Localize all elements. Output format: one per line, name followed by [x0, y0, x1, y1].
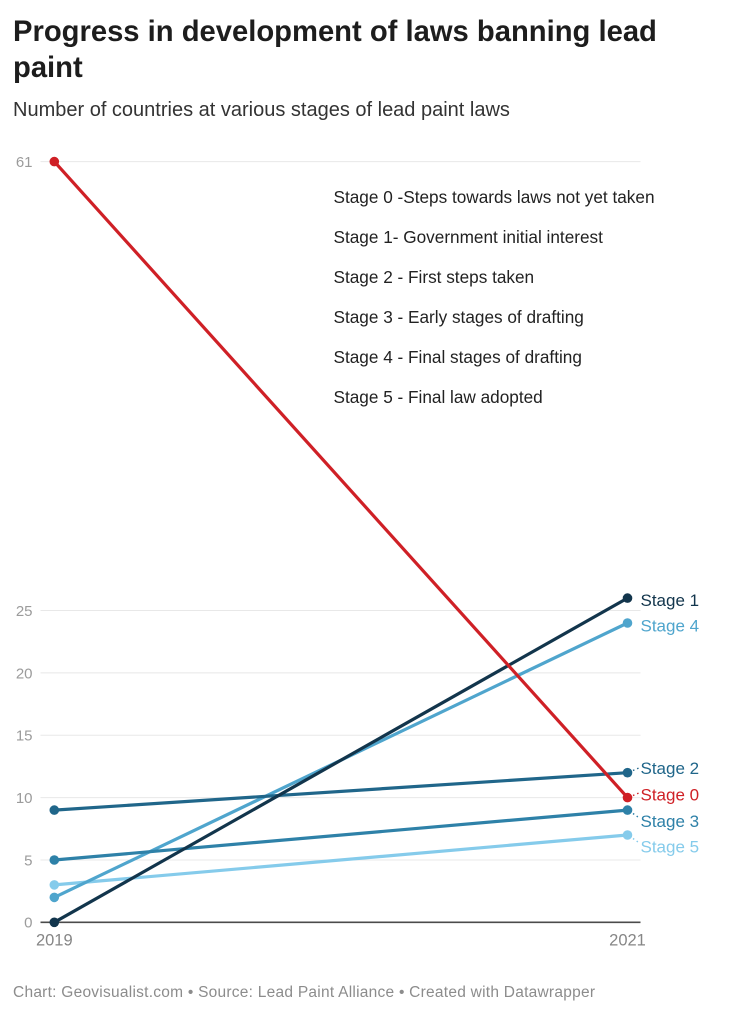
svg-text:10: 10: [16, 790, 33, 807]
svg-text:0: 0: [24, 915, 32, 932]
svg-text:Stage 4 - Final stages of draf: Stage 4 - Final stages of drafting: [334, 347, 582, 367]
svg-text:15: 15: [16, 728, 33, 745]
svg-text:Stage 5 - Final law adopted: Stage 5 - Final law adopted: [334, 387, 543, 407]
svg-text:2019: 2019: [36, 932, 73, 950]
svg-text:Stage 0: Stage 0: [641, 786, 700, 805]
svg-text:20: 20: [16, 665, 33, 682]
svg-text:Stage 1: Stage 1: [641, 591, 700, 610]
svg-text:Stage 2: Stage 2: [641, 759, 700, 778]
svg-text:Stage 1- Government initial in: Stage 1- Government initial interest: [334, 227, 604, 247]
svg-text:5: 5: [24, 852, 32, 869]
svg-text:Stage 5: Stage 5: [641, 838, 700, 857]
svg-text:2021: 2021: [609, 932, 646, 950]
svg-text:25: 25: [16, 603, 33, 620]
svg-text:Stage 2 - First steps taken: Stage 2 - First steps taken: [334, 267, 535, 287]
svg-text:Stage 4: Stage 4: [641, 617, 700, 636]
svg-text:61: 61: [16, 154, 33, 171]
svg-text:Stage 0 -Steps towards laws no: Stage 0 -Steps towards laws not yet take…: [334, 187, 655, 207]
svg-text:Stage 3: Stage 3: [641, 812, 700, 831]
svg-text:Stage 3 - Early stages of draf: Stage 3 - Early stages of drafting: [334, 307, 584, 327]
